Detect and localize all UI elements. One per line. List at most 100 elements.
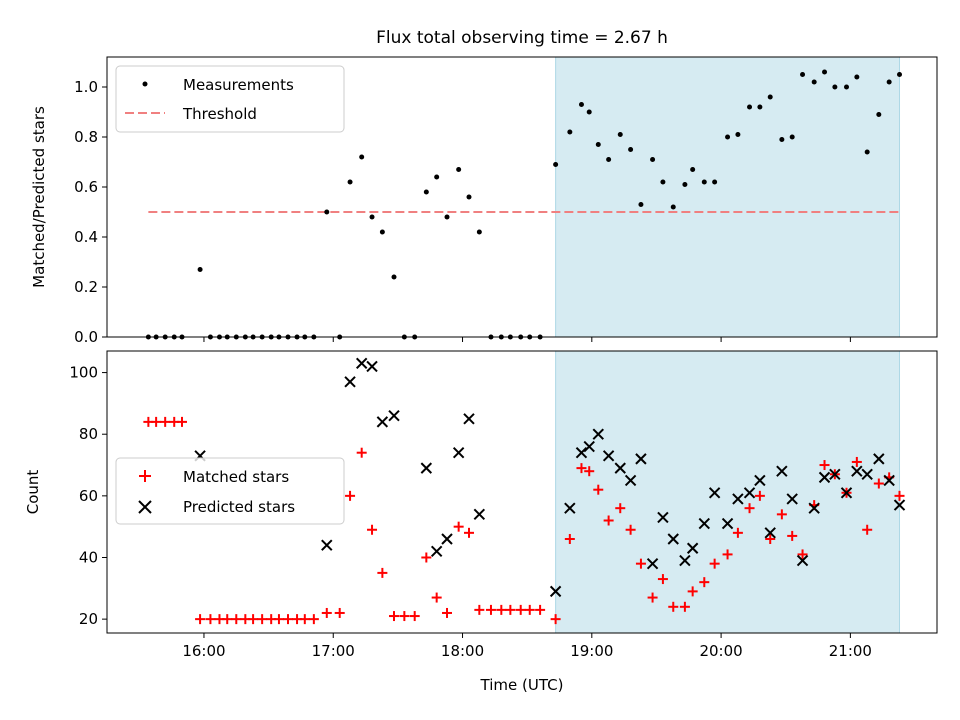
matched-star-point [657, 574, 668, 585]
matched-star-point [873, 478, 884, 489]
measurement-point [886, 79, 892, 85]
predicted-stars-legend-label: Predicted stars [183, 498, 295, 516]
top-shaded-region [555, 56, 901, 338]
measurement-point [567, 129, 573, 135]
bottom-legend-box [115, 457, 345, 525]
predicted-star-point [754, 474, 766, 487]
x-tick-label: 16:00 [182, 642, 225, 660]
predicted-star-point [635, 453, 647, 465]
matched-star-point [603, 515, 614, 526]
matched-star-point [550, 614, 561, 625]
measurement-point [197, 267, 203, 272]
predicted-star-point [452, 446, 465, 459]
matched-star-point [321, 607, 332, 618]
predicted-star-point [575, 446, 588, 459]
bottom-y-tick-label: 40 [79, 548, 98, 566]
x-tick-label: 19:00 [570, 642, 613, 660]
predicted-star-point [646, 557, 659, 570]
measurements-legend-label: Measurements [183, 76, 294, 94]
measurement-point [369, 214, 375, 220]
predicted-star-point [430, 545, 443, 558]
measurement-point [595, 142, 601, 147]
matched-stars-legend-label: Matched stars [183, 468, 289, 486]
measurement-point [822, 69, 828, 75]
matched-star-point [797, 549, 808, 560]
measurements-legend-marker [142, 81, 148, 87]
measurement-point [466, 194, 472, 200]
measurement-point [832, 84, 838, 90]
matched-star-point [732, 527, 743, 538]
matched-star-point [819, 460, 830, 471]
matched-star-point [356, 447, 367, 458]
matched-star-point [299, 614, 310, 625]
matched-star-point [367, 524, 378, 535]
predicted-star-point [463, 413, 475, 425]
matched-star-point [409, 611, 420, 622]
measurement-point [779, 137, 785, 142]
matched-star-point [894, 490, 905, 501]
matched-star-point [176, 416, 187, 427]
matched-star-point [496, 604, 507, 615]
measurement-point [476, 229, 482, 235]
measurement-point [811, 79, 817, 85]
measurement-point [456, 167, 462, 172]
predicted-star-point [624, 474, 637, 487]
predicted-star-point [764, 527, 776, 539]
matched-star-point [647, 592, 658, 603]
matched-star-point [160, 416, 171, 427]
measurement-point [725, 134, 731, 140]
top-x-ticks [203, 337, 851, 342]
bottom-y-tick-label: 20 [79, 610, 98, 628]
predicted-star-point [840, 487, 853, 499]
chart-title: Flux total observing time = 2.67 h [376, 28, 668, 48]
matched-star-point [765, 534, 776, 544]
matched-star-point [584, 466, 595, 477]
measurement-point [324, 209, 330, 215]
matched-star-point [345, 490, 356, 501]
bottom-y-axis: 20 40 60 80 100 [69, 364, 107, 628]
matched-star-point [399, 611, 410, 622]
predicted-star-point [549, 585, 562, 598]
matched-star-point [421, 552, 432, 563]
matched-star-point [668, 601, 679, 612]
matched-star-point [377, 567, 388, 578]
measurement-point [638, 202, 644, 207]
matched-star-point [334, 607, 345, 618]
predicted-star-point [614, 462, 626, 474]
x-axis-label: Time (UTC) [480, 676, 564, 694]
measurement-point [757, 104, 763, 110]
matched-star-point [442, 607, 453, 618]
predicted-star-point [355, 357, 368, 370]
measurement-point [712, 179, 718, 185]
predicted-star-point [583, 440, 595, 453]
predicted-star-point [732, 493, 744, 505]
predicted-star-point [893, 499, 906, 511]
top-y-tick-label: 0.4 [74, 228, 98, 246]
matched-star-point [564, 534, 575, 544]
measurement-point [747, 104, 753, 110]
predicted-star-point [667, 533, 679, 545]
measurement-point [586, 109, 592, 115]
predicted-star-point [861, 468, 873, 480]
measurement-point [606, 157, 612, 162]
measurement-point [682, 182, 688, 187]
measurement-point [444, 214, 450, 220]
measurement-point [628, 147, 634, 152]
top-legend-box [115, 65, 345, 133]
matched-star-point [862, 524, 873, 535]
matched-star-point [699, 577, 710, 588]
predicted-star-point [602, 450, 615, 462]
matched-star-point [515, 604, 526, 615]
predicted-star-point [441, 533, 453, 545]
top-y-tick-label: 0.2 [74, 278, 98, 296]
top-panel-frame [106, 56, 938, 338]
x-tick-label: 20:00 [699, 642, 742, 660]
matched-star-point [273, 614, 284, 625]
predicted-star-point [829, 468, 841, 480]
matched-star-point [195, 614, 206, 625]
top-y-axis: 0.0 0.2 0.4 0.6 0.8 1.0 [74, 78, 107, 346]
top-y-label: Matched/Predicted stars [30, 106, 48, 288]
matched-star-point [679, 601, 690, 612]
predicted-stars-legend-marker [138, 500, 152, 514]
